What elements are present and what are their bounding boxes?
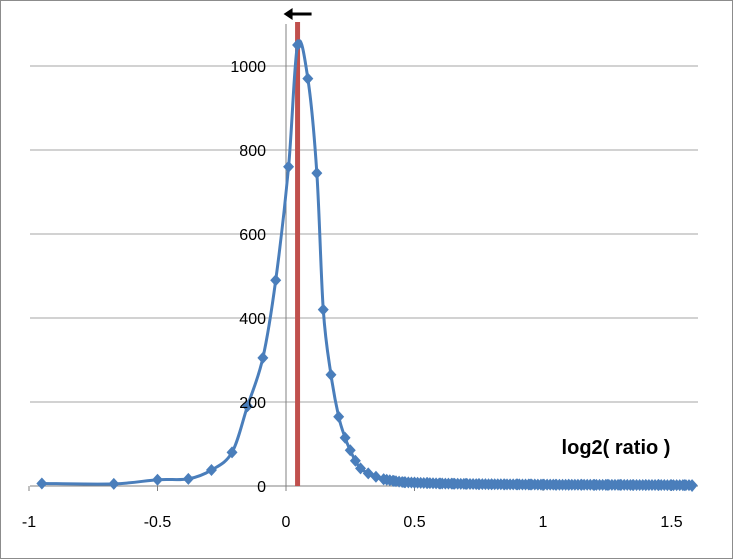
data-point-32 (498, 478, 510, 491)
data-point-37 (563, 478, 575, 491)
data-point-28 (447, 477, 459, 490)
x-tick-label-5: 1.5 (660, 514, 682, 531)
data-point-35 (537, 478, 549, 491)
data-point-11 (302, 72, 314, 85)
data-point-8 (270, 274, 282, 287)
data-point-24 (398, 476, 410, 489)
data-point-42 (627, 478, 639, 491)
data-point-10 (292, 39, 304, 51)
data-point-39 (588, 478, 600, 491)
data-point-46 (678, 479, 690, 492)
data-point-4 (205, 464, 217, 477)
data-point-18 (349, 454, 361, 467)
data-point-29 (460, 477, 472, 490)
data-point-19 (355, 462, 367, 475)
data-point-31 (486, 478, 498, 491)
y-tick-label-2: 400 (239, 311, 266, 328)
data-point-30 (473, 478, 485, 491)
data-point-33 (511, 478, 523, 491)
x-tick-label-4: 1 (539, 514, 548, 531)
arrow-annotation (283, 8, 312, 20)
data-point-22 (378, 473, 390, 486)
data-point-9 (283, 160, 295, 173)
series-layer (36, 39, 698, 492)
data-point-27 (434, 477, 446, 490)
data-point-25 (409, 476, 420, 489)
data-point-7 (257, 351, 269, 364)
x-tick-labels: -1 -0.5 0 0.5 1 1.5 (22, 514, 683, 531)
data-point-38 (576, 478, 588, 491)
y-tick-label-0: 0 (257, 479, 266, 496)
x-tick-label-3: 0.5 (403, 514, 425, 531)
gridlines (30, 65, 698, 403)
data-point-26 (421, 477, 433, 490)
data-point-5 (226, 446, 238, 459)
data-point-45 (666, 479, 677, 492)
y-tick-label-1: 200 (239, 395, 266, 412)
data-point-0 (36, 477, 48, 490)
data-point-6 (241, 400, 253, 413)
data-point-47 (686, 479, 698, 492)
data-point-3 (182, 472, 194, 485)
y-tick-label-5: 1000 (230, 59, 266, 76)
data-point-44 (653, 479, 665, 492)
data-point-34 (524, 478, 536, 491)
x-axis-label: log2( ratio ) (562, 437, 671, 459)
data-point-13 (317, 303, 329, 316)
data-point-15 (333, 410, 345, 423)
data-point-40 (601, 478, 613, 491)
data-point-43 (640, 478, 652, 491)
data-point-16 (339, 431, 351, 444)
data-point-36 (550, 478, 562, 491)
data-point-17 (344, 444, 356, 457)
x-tick-label-2: 0 (282, 514, 291, 531)
data-point-12 (311, 167, 323, 180)
y-tick-labels: 0 200 400 600 800 1000 (230, 59, 266, 496)
data-point-41 (614, 478, 626, 491)
data-point-1 (108, 477, 120, 490)
left-arrow-icon (283, 8, 312, 20)
y-tick-label-3: 600 (239, 227, 266, 244)
data-point-23 (388, 474, 400, 487)
x-tick-label-0: -1 (22, 514, 36, 531)
data-point-2 (152, 473, 163, 486)
y-tick-label-4: 800 (239, 143, 266, 160)
data-point-14 (325, 368, 337, 381)
x-tick-label-1: -0.5 (144, 514, 172, 531)
